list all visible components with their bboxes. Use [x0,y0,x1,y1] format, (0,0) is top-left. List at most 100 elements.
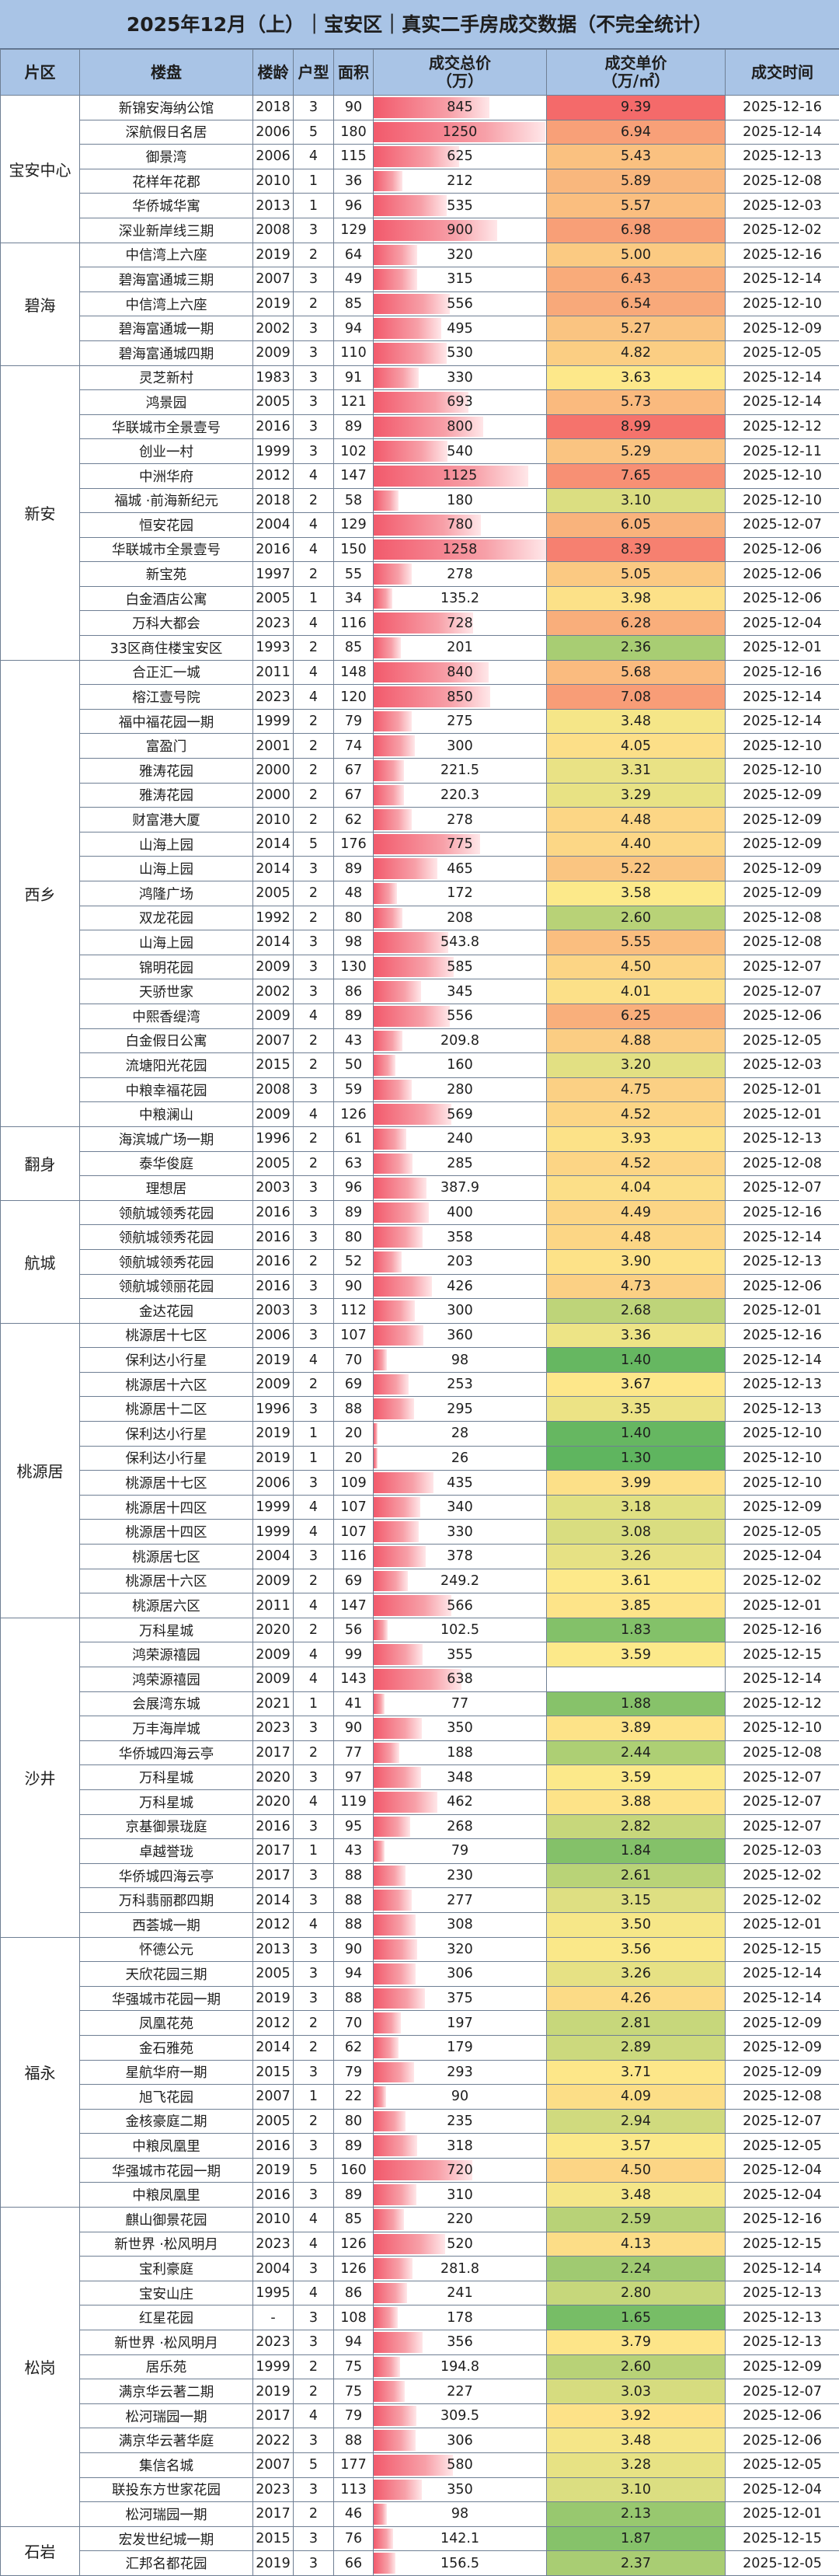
area-cell: 90 [334,1274,374,1299]
age-cell: 2016 [253,1225,294,1250]
layout-cell: 4 [294,1520,334,1545]
layout-cell: 3 [294,2551,334,2576]
area-cell: 79 [334,2403,374,2428]
area-cell: 107 [334,1495,374,1520]
area-cell: 67 [334,759,374,784]
total-price-value: 569 [447,1107,472,1122]
area-cell: 89 [334,2134,374,2159]
total-price-cell: 340 [374,1495,547,1520]
total-price-value: 900 [447,222,472,238]
age-cell: 2005 [253,881,294,906]
total-price-cell: 309.5 [374,2403,547,2428]
total-price-value: 142.1 [440,2531,479,2546]
date-cell: 2025-12-07 [726,513,839,538]
date-cell: 2025-12-07 [726,1814,839,1839]
date-cell: 2025-12-09 [726,783,839,808]
age-cell: 2019 [253,1446,294,1471]
area-cell: 91 [334,365,374,390]
estate-cell: 华强城市花园一期 [80,1986,253,2011]
age-cell: 1995 [253,2281,294,2305]
total-price-bar [374,1227,423,1248]
total-price-value: 400 [447,1205,472,1220]
date-cell: 2025-12-15 [726,2232,839,2257]
area-cell: 67 [334,783,374,808]
area-cell: 107 [334,1323,374,1348]
date-cell: 2025-12-03 [726,1053,839,1078]
area-cell: 147 [334,1593,374,1618]
area-cell: 126 [334,1102,374,1127]
age-cell: 2007 [253,1028,294,1053]
age-cell: 2004 [253,1545,294,1569]
unit-price-cell: 4.82 [547,340,726,365]
age-cell: 2015 [253,2060,294,2085]
total-price-cell: 310 [374,2183,547,2208]
layout-cell: 3 [294,316,334,341]
total-price-value: 520 [447,2236,472,2252]
date-cell: 2025-12-13 [726,1397,839,1422]
district-cell: 新安 [1,365,80,660]
age-cell: 2016 [253,1814,294,1839]
total-price-value: 435 [447,1475,472,1491]
total-price-cell: 135.2 [374,586,547,611]
unit-price-cell: 4.75 [547,1077,726,1102]
estate-cell: 桃源居十七区 [80,1471,253,1496]
age-cell: 2019 [253,2551,294,2576]
unit-price-cell: 5.68 [547,660,726,685]
layout-cell: 2 [294,2011,334,2036]
area-cell: 59 [334,1077,374,1102]
date-cell: 2025-12-05 [726,1028,839,1053]
age-cell: 1992 [253,906,294,930]
total-price-value: 203 [447,1254,472,1269]
area-cell: 150 [334,537,374,562]
age-cell: 2004 [253,2257,294,2281]
estate-cell: 领航城领秀花园 [80,1225,253,1250]
area-cell: 108 [334,2305,374,2330]
total-price-value: 188 [447,1745,472,1761]
total-price-cell: 348 [374,1765,547,1790]
date-cell: 2025-12-06 [726,562,839,587]
estate-cell: 西荟城一期 [80,1912,253,1937]
unit-price-cell: 4.52 [547,1151,726,1176]
total-price-bar [374,735,415,756]
area-cell: 109 [334,1471,374,1496]
total-price-bar [374,858,437,879]
layout-cell: 2 [294,636,334,661]
total-price-cell: 220.3 [374,783,547,808]
estate-cell: 万科星城 [80,1789,253,1814]
total-price-cell: 495 [374,316,547,341]
total-price-bar [374,245,417,266]
total-price-value: 318 [447,2138,472,2154]
date-cell: 2025-12-10 [726,1471,839,1496]
estate-cell: 合正汇一城 [80,660,253,685]
header-total-price: 成交总价（万） [374,50,547,96]
layout-cell: 3 [294,267,334,292]
date-cell: 2025-12-14 [726,267,839,292]
unit-price-cell: 5.73 [547,390,726,415]
unit-price-cell: 3.61 [547,1569,726,1593]
estate-cell: 恒安花园 [80,513,253,538]
area-cell: 129 [334,218,374,243]
area-cell: 48 [334,881,374,906]
layout-cell: 3 [294,2134,334,2159]
total-price-bar [374,1398,414,1419]
unit-price-cell: 6.25 [547,1004,726,1028]
total-price-value: 197 [447,2016,472,2031]
age-cell: 2019 [253,2158,294,2183]
total-price-cell: 26 [374,1446,547,1471]
district-cell: 福永 [1,1937,80,2208]
date-cell: 2025-12-09 [726,1495,839,1520]
total-price-cell: 201 [374,636,547,661]
estate-cell: 新锦安海纳公馆 [80,96,253,120]
estate-cell: 保利达小行星 [80,1422,253,1447]
unit-price-cell: 2.24 [547,2257,726,2281]
total-price-value: 426 [447,1279,472,1294]
date-cell: 2025-12-13 [726,1126,839,1151]
